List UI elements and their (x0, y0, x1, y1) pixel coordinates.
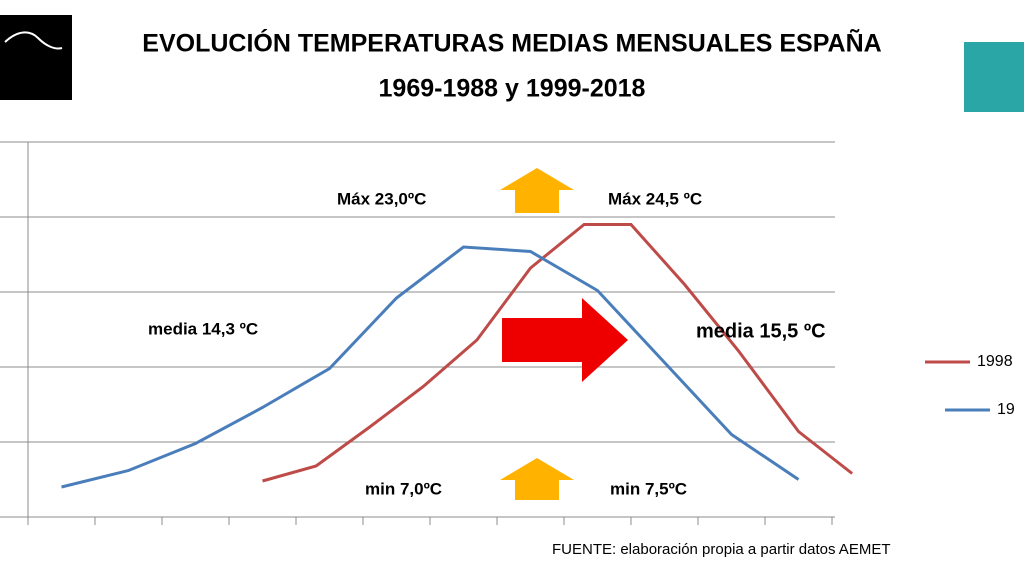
logo-right (964, 42, 1024, 112)
legend-label: 19 (997, 401, 1015, 418)
logo-curve (4, 31, 63, 50)
annotation: media 14,3 ºC (148, 319, 258, 338)
source-note: FUENTE: elaboración propia a partir dato… (552, 541, 890, 558)
annotation: Máx 23,0ºC (337, 189, 426, 208)
annotation: min 7,0ºC (365, 479, 442, 498)
legend-label: 1998 (977, 353, 1013, 370)
arrow-right (502, 298, 628, 382)
logo-left (0, 15, 72, 100)
chart-title: EVOLUCIÓN TEMPERATURAS MEDIAS MENSUALES … (142, 28, 881, 58)
chart-subtitle: 1969-1988 y 1999-2018 (379, 75, 646, 103)
arrow-up (500, 168, 574, 213)
series-line (61, 245, 800, 489)
annotation: Máx 24,5 ºC (608, 189, 702, 208)
arrow-up (500, 458, 574, 500)
annotation: media 15,5 ºC (696, 320, 826, 342)
series-line (262, 223, 854, 483)
annotation: min 7,5ºC (610, 479, 687, 498)
